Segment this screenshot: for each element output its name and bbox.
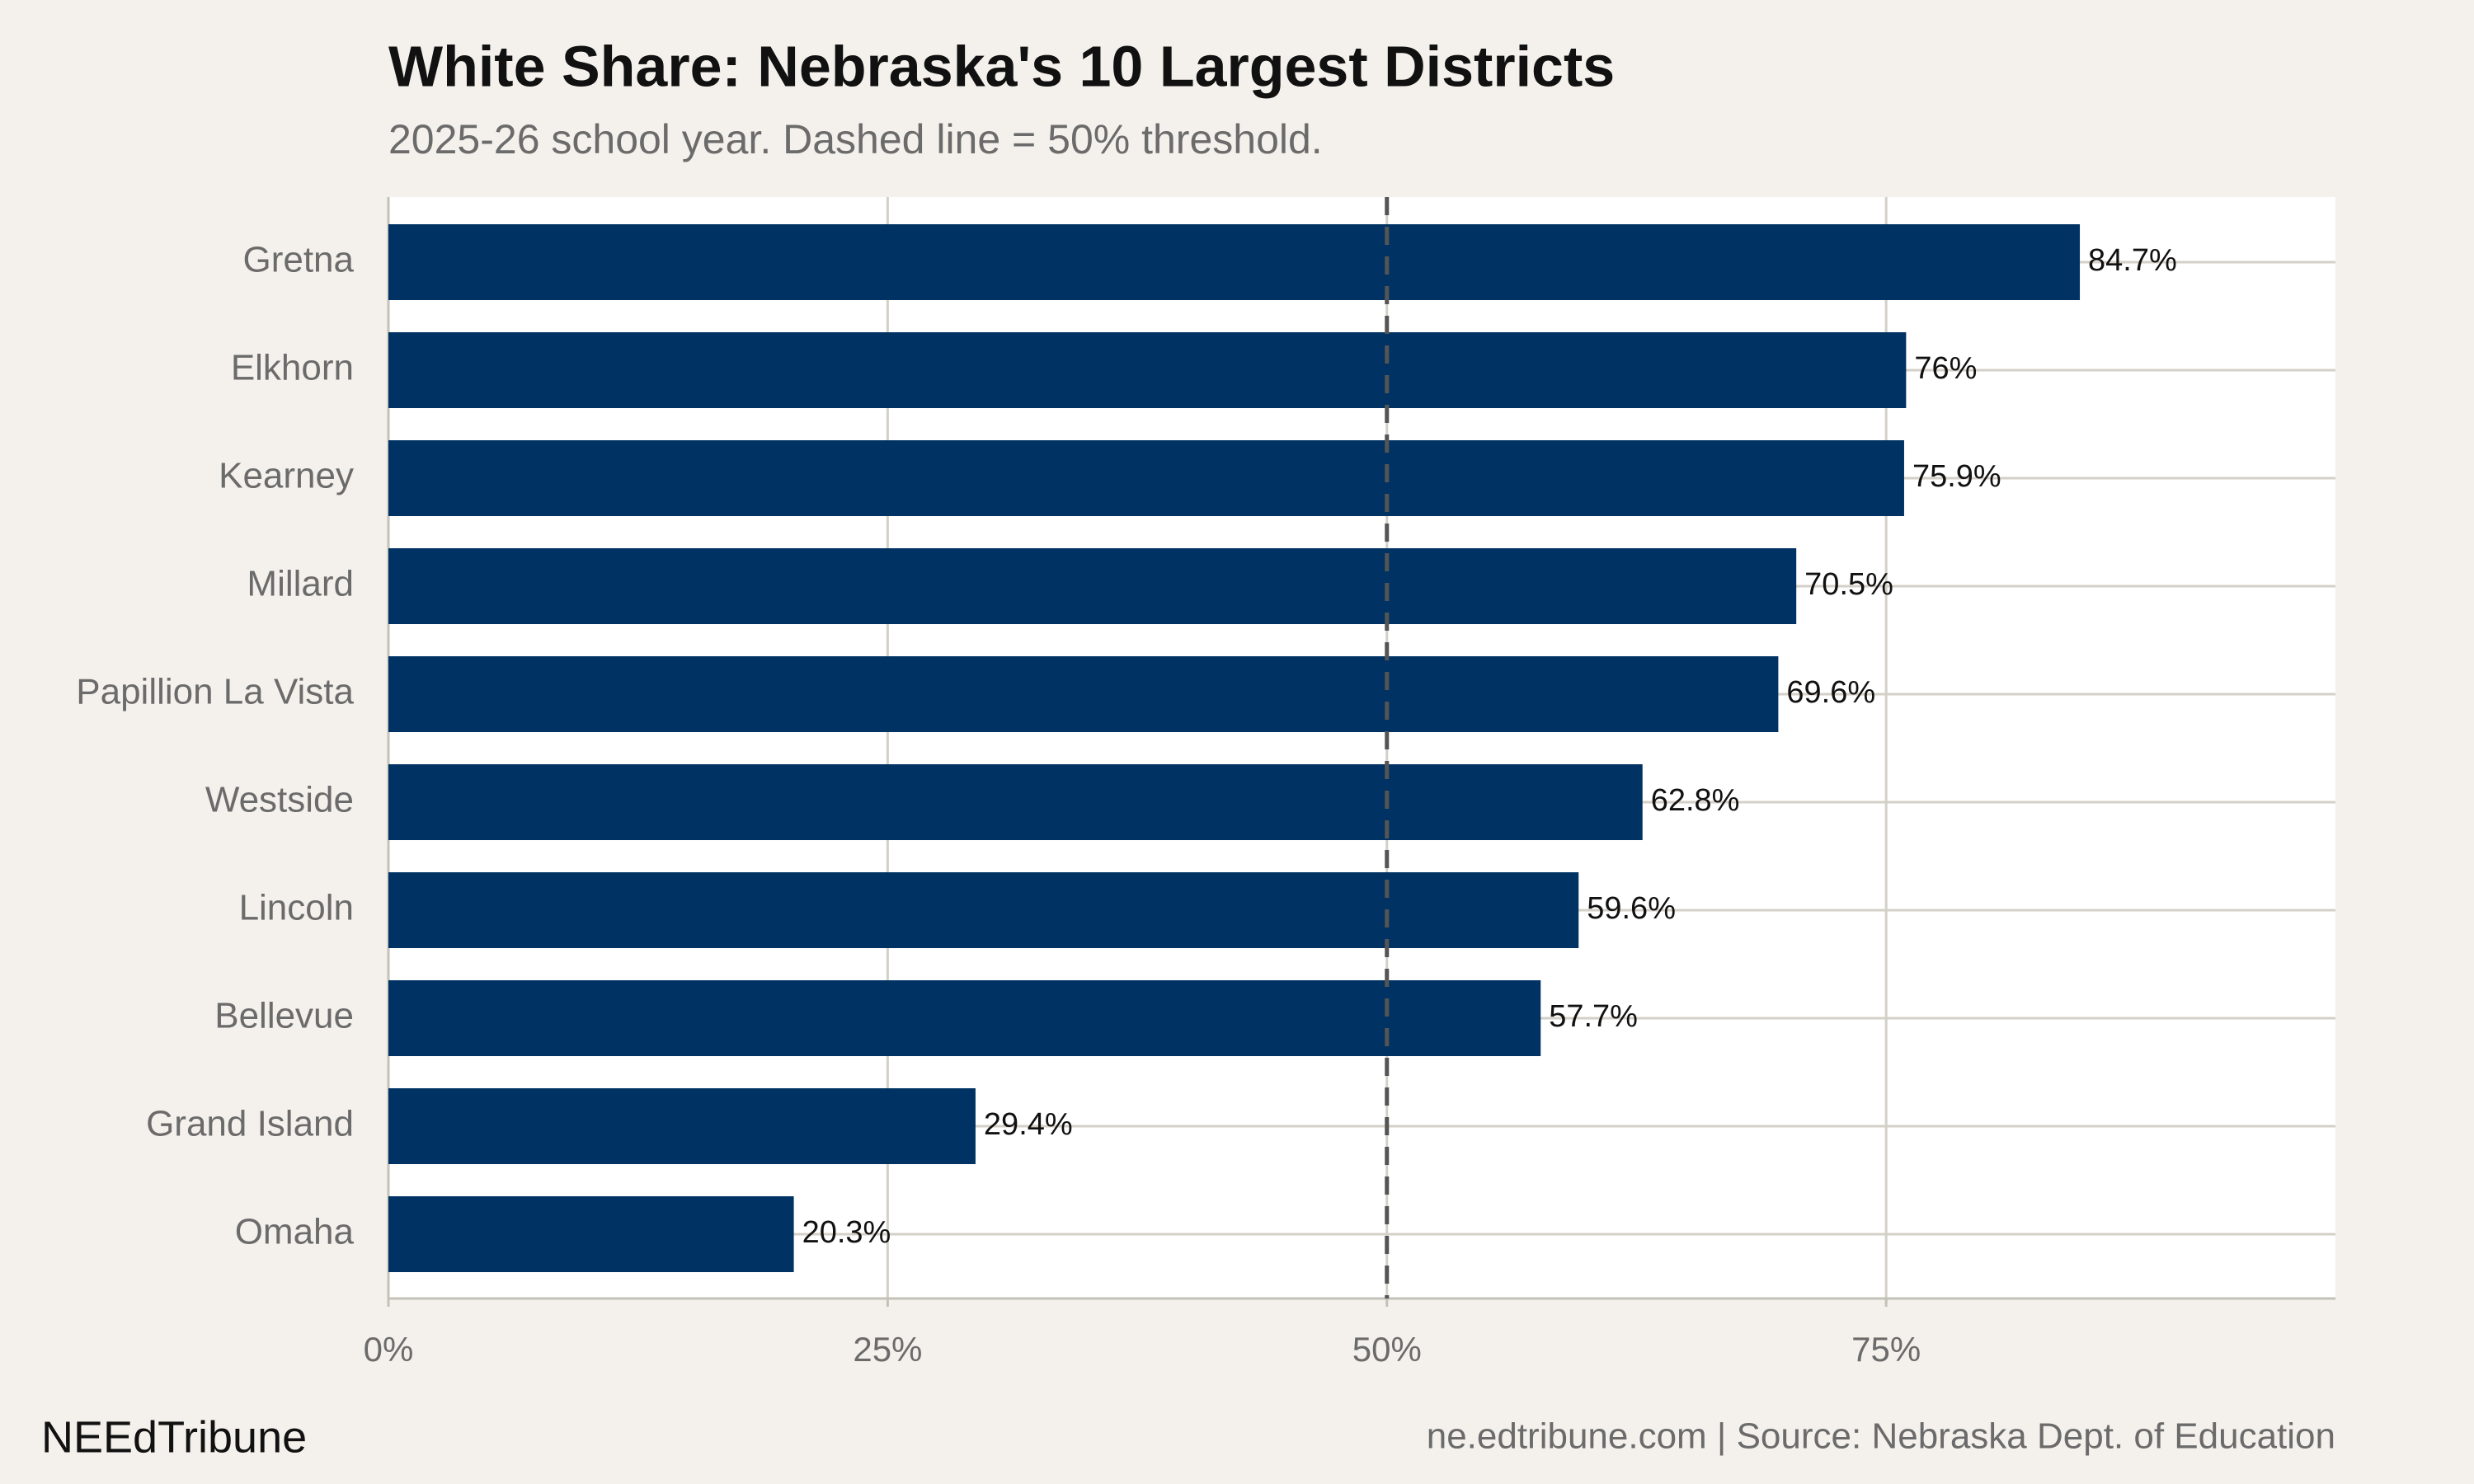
y-tick-label: Bellevue: [214, 996, 354, 1036]
value-label: 70.5%: [1804, 567, 1893, 602]
bar: [388, 980, 1541, 1056]
bar: [388, 1196, 794, 1272]
source-note: ne.edtribune.com | Source: Nebraska Dept…: [1427, 1416, 2335, 1457]
bar: [388, 764, 1643, 840]
y-tick-label: Grand Island: [146, 1104, 354, 1144]
x-tick-label: 50%: [1352, 1330, 1422, 1369]
chart-subtitle: 2025-26 school year. Dashed line = 50% t…: [388, 116, 1323, 162]
value-label: 59.6%: [1587, 891, 1676, 926]
value-label: 69.6%: [1786, 675, 1875, 710]
value-label: 75.9%: [1912, 459, 2001, 494]
y-tick-label: Omaha: [235, 1212, 355, 1252]
x-tick-label: 0%: [364, 1330, 414, 1369]
y-tick-label: Westside: [205, 780, 354, 820]
bar: [388, 872, 1579, 948]
y-tick-label: Papillion La Vista: [76, 672, 354, 712]
bar: [388, 1088, 976, 1164]
bar: [388, 224, 2081, 300]
value-label: 76%: [1914, 351, 1977, 386]
value-label: 20.3%: [802, 1215, 891, 1250]
bar: [388, 440, 1904, 516]
brand: NEEdTribune: [41, 1412, 307, 1462]
value-label: 57.7%: [1549, 999, 1638, 1034]
y-tick-label: Lincoln: [239, 888, 354, 928]
value-label: 29.4%: [984, 1107, 1073, 1142]
bar: [388, 548, 1797, 624]
chart-title: White Share: Nebraska's 10 Largest Distr…: [388, 34, 1615, 98]
y-tick-label: Millard: [247, 564, 354, 604]
y-tick-label: Elkhorn: [231, 348, 354, 388]
x-tick-label: 75%: [1851, 1330, 1921, 1369]
value-label: 84.7%: [2088, 243, 2177, 278]
bar: [388, 656, 1779, 732]
bar: [388, 332, 1907, 408]
x-tick-label: 25%: [853, 1330, 922, 1369]
value-label: 62.8%: [1651, 783, 1740, 818]
y-tick-label: Kearney: [219, 456, 354, 496]
y-tick-label: Gretna: [242, 240, 354, 280]
